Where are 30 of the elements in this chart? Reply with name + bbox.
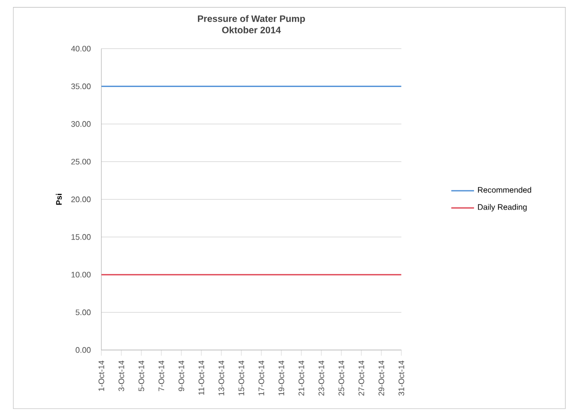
x-tick-label: 21-Oct-14	[298, 360, 304, 396]
x-tick-label: 13-Oct-14	[218, 360, 224, 396]
x-tick-label: 9-Oct-14	[178, 360, 184, 392]
x-tick-label: 1-Oct-14	[98, 360, 104, 391]
x-tick-label: 7-Oct-14	[158, 360, 164, 392]
y-tick-label: 20.00	[71, 196, 91, 202]
chart-title: Pressure of Water Pump	[198, 15, 305, 24]
x-tick-label: 25-Oct-14	[338, 360, 344, 396]
y-tick-label: 25.00	[71, 158, 91, 165]
y-tick-label: 35.00	[71, 84, 91, 90]
x-tick-label: 3-Oct-14	[118, 360, 124, 392]
x-tick-label: 15-Oct-14	[238, 360, 244, 396]
y-tick-label: 0.00	[76, 347, 91, 353]
legend-label: Recommended	[478, 186, 532, 193]
y-tick-label: 5.00	[76, 310, 91, 316]
y-tick-label: 40.00	[71, 46, 91, 52]
x-tick-label: 27-Oct-14	[358, 360, 364, 396]
x-tick-label: 23-Oct-14	[318, 360, 324, 396]
y-tick-label: 15.00	[72, 234, 91, 240]
x-tick-label: 17-Oct-14	[258, 360, 264, 396]
x-tick-label: 11-Oct-14	[198, 360, 204, 395]
y-tick-label: 10.00	[72, 272, 91, 278]
x-tick-label: 31-Oct-14	[398, 360, 404, 396]
chart-subtitle: Oktober 2014	[222, 26, 281, 34]
y-axis-title: Psi	[56, 194, 62, 205]
x-tick-label: 29-Oct-14	[378, 360, 384, 396]
y-tick-label: 30.00	[71, 121, 91, 127]
legend-label: Daily Reading	[478, 204, 527, 212]
x-tick-label: 19-Oct-14	[278, 360, 284, 396]
x-tick-label: 5-Oct-14	[138, 360, 144, 392]
